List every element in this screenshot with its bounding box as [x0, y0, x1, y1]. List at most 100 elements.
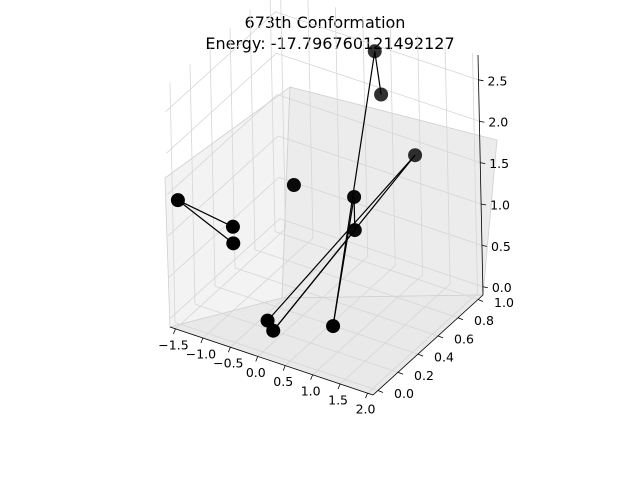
- chain-link: [177, 199, 234, 244]
- grid-line-left-y: [269, 0, 276, 232]
- x-tick-label: −0.5: [213, 356, 243, 371]
- x-tick-label: −1.5: [158, 337, 188, 352]
- z-tick-mark: [481, 203, 487, 206]
- z-tick-label: 0.5: [491, 239, 511, 254]
- y-tick-mark: [457, 317, 464, 321]
- z-tick-mark: [479, 120, 485, 123]
- grid-line-back-z: [276, 52, 480, 122]
- grid-line-floor-x: [339, 283, 451, 385]
- grid-line-floor-x: [367, 292, 478, 394]
- z-tick-mark: [480, 162, 486, 164]
- z-tick-mark: [482, 286, 488, 289]
- x-tick-label: 1.0: [301, 383, 321, 398]
- tick-labels: −1.5−1.0−0.50.00.51.01.52.00.00.20.40.60…: [158, 73, 514, 416]
- y-tick-label: 1.0: [494, 295, 514, 310]
- z-tick-label: 2.5: [488, 73, 508, 88]
- chain-point: [347, 223, 362, 238]
- grid-line-floor-y: [194, 303, 399, 373]
- grid-line-floor-x: [230, 246, 341, 348]
- grid-line-left-z: [165, 11, 276, 113]
- chain-point: [374, 87, 389, 102]
- grid-line-left-y: [209, 46, 216, 287]
- y-tick-label: 0.4: [434, 350, 454, 365]
- grid-line-floor-x: [257, 256, 369, 357]
- z-tick-label: 1.5: [489, 156, 509, 171]
- chain-point: [367, 44, 382, 59]
- grid-line-floor-y: [214, 285, 419, 355]
- chain-link: [272, 229, 356, 332]
- x-tick-mark: [282, 365, 286, 371]
- x-tick-mark: [310, 374, 314, 380]
- y-tick-mark: [397, 371, 404, 375]
- grid-line-back-z: [277, 94, 481, 163]
- grid-line-back-x: [280, 0, 286, 229]
- z-tick-label: 1.0: [490, 197, 510, 212]
- grid-line-back-x: [307, 0, 314, 239]
- grid-line-left-y: [189, 64, 196, 305]
- chain-links: [177, 51, 416, 332]
- grid-line-floor-x: [312, 274, 423, 376]
- x-tick-label: 1.5: [328, 392, 348, 407]
- grid-lines: [165, 0, 483, 394]
- y-axis-line: [372, 294, 484, 396]
- x-tick-mark: [227, 347, 231, 353]
- grid-line-left-z: [168, 177, 280, 278]
- chain-link: [267, 154, 416, 321]
- grid-line-floor-y: [174, 322, 379, 391]
- y-tick-label: 0.8: [474, 313, 494, 328]
- grid-line-floor-y: [274, 231, 479, 300]
- chain-point: [347, 189, 362, 204]
- x-tick-mark: [337, 383, 341, 390]
- chain-point: [286, 178, 301, 193]
- axes: [169, 54, 488, 399]
- chain-point: [408, 148, 423, 163]
- grid-line-back-x: [444, 43, 451, 284]
- y-tick-mark: [437, 335, 444, 339]
- z-axis-line: [477, 54, 484, 296]
- z-tick-mark: [481, 244, 488, 247]
- grid-line-back-x: [362, 16, 369, 257]
- chart-title: 673th Conformation: [245, 13, 406, 32]
- chain-point: [226, 236, 241, 251]
- x-tick-label: 2.0: [356, 402, 376, 417]
- grid-line-floor-y: [254, 249, 459, 319]
- y-tick-mark: [377, 390, 384, 393]
- grid-line-floor-x: [202, 237, 314, 339]
- y-tick-label: 0.6: [454, 331, 474, 346]
- grid-line-floor-x: [175, 228, 286, 330]
- x-tick-mark: [255, 356, 259, 362]
- grid-line-left-z: [167, 135, 279, 237]
- chain-link: [177, 199, 234, 228]
- grid-line-back-x: [334, 7, 341, 248]
- chart-subtitle: Energy: -17.796760121492127: [205, 34, 454, 53]
- grid-line-back-x: [389, 25, 396, 266]
- chain-point: [326, 319, 341, 334]
- y-tick-mark: [417, 353, 424, 357]
- chain-link: [332, 196, 355, 327]
- grid-line-left-z: [169, 218, 281, 320]
- grid-line-left-z: [166, 94, 278, 195]
- z-tick-mark: [478, 79, 484, 82]
- x-tick-mark: [200, 337, 204, 344]
- grid-line-left-y: [249, 9, 256, 250]
- z-tick-label: 2.0: [488, 115, 508, 130]
- y-tick-label: 0.0: [394, 386, 414, 401]
- chain-link: [374, 51, 382, 95]
- y-tick-label: 0.2: [414, 368, 434, 383]
- y-tick-mark: [477, 299, 484, 302]
- grid-line-back-z: [279, 218, 483, 288]
- z-tick-label: 0.0: [492, 280, 512, 295]
- x-tick-label: −1.0: [186, 347, 216, 362]
- x-tick-mark: [173, 328, 176, 334]
- chain-points: [170, 44, 423, 338]
- grid-line-back-z: [278, 176, 483, 246]
- grid-line-left-z: [166, 52, 277, 154]
- grid-line-back-z: [277, 135, 482, 205]
- grid-line-back-x: [472, 53, 478, 294]
- x-tick-label: 0.0: [246, 365, 266, 380]
- chain-point: [225, 219, 240, 234]
- chain-point: [170, 193, 185, 208]
- x-tick-mark: [365, 393, 368, 399]
- grid-line-floor-x: [284, 265, 396, 366]
